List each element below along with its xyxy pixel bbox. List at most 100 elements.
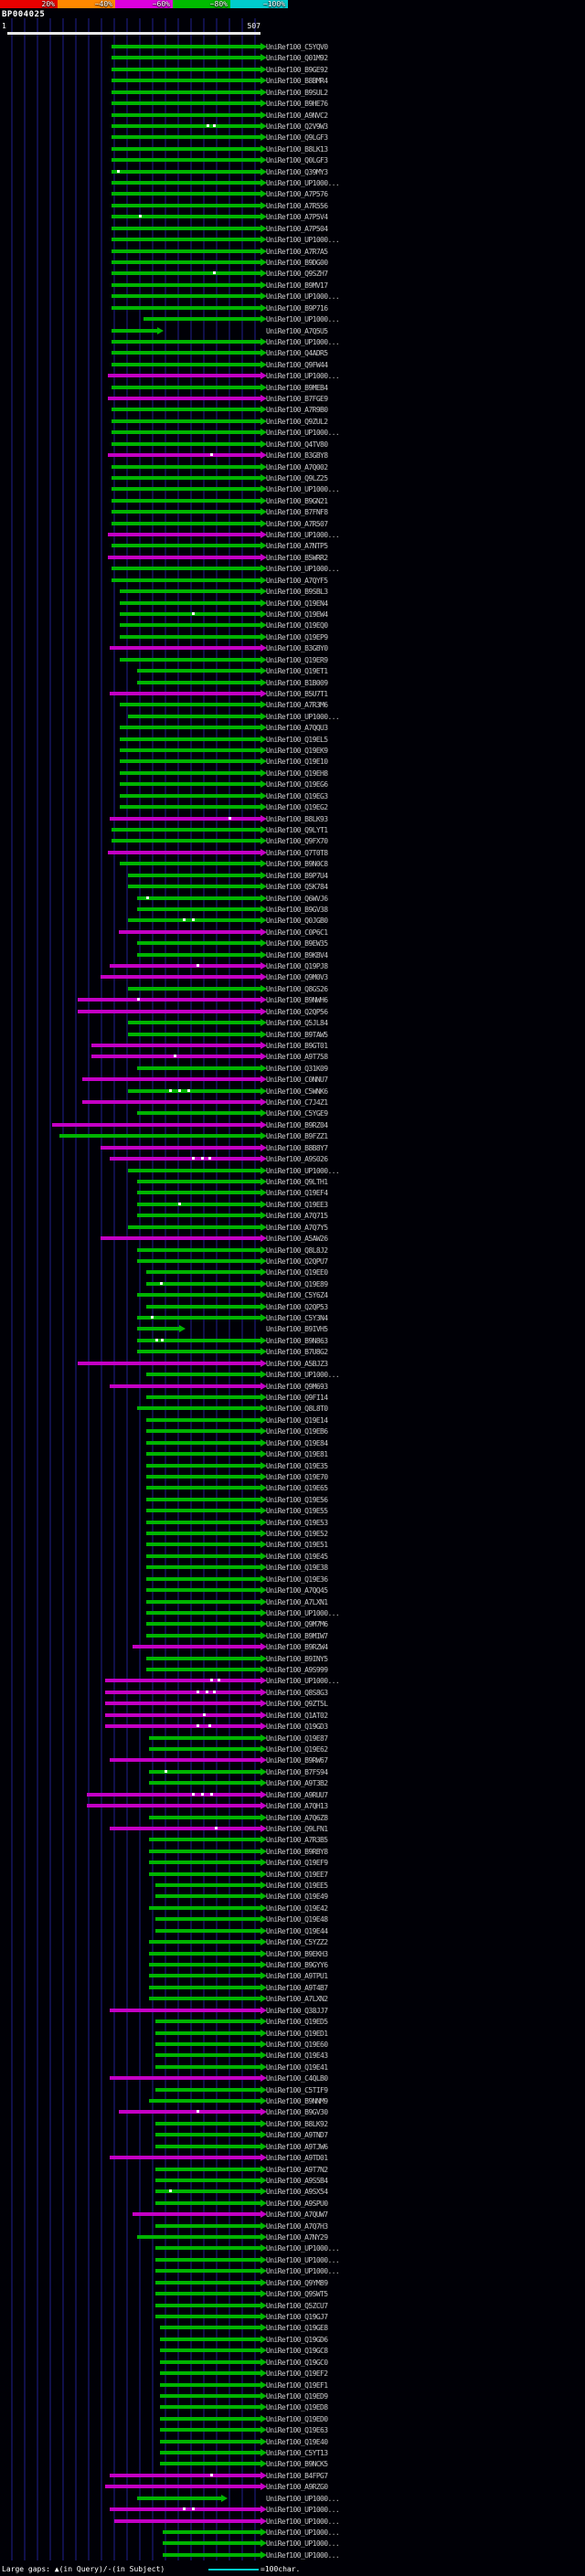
alignment-bar[interactable] — [128, 1088, 261, 1093]
alignment-bar[interactable] — [110, 691, 261, 695]
hit-label[interactable]: UniRef100_Q9LGF3 — [266, 133, 328, 143]
alignment-bar[interactable] — [112, 215, 261, 219]
hit-label[interactable]: UniRef100_UP1000... — [266, 337, 340, 346]
hit-label[interactable]: UniRef100_Q19E84 — [266, 1438, 328, 1447]
alignment-bar[interactable] — [155, 1917, 261, 1922]
alignment-bar[interactable] — [108, 374, 261, 378]
hit-label[interactable]: UniRef100_Q19E45 — [266, 1552, 328, 1561]
hit-label[interactable]: UniRef100_A7Q7Y5 — [266, 1223, 328, 1232]
hit-label[interactable]: UniRef100_C5Y6Z4 — [266, 1291, 328, 1300]
alignment-bar[interactable] — [112, 249, 261, 253]
hit-label[interactable]: UniRef100_B7FNF8 — [266, 508, 328, 517]
hit-label[interactable]: UniRef100_A7R556 — [266, 201, 328, 210]
alignment-bar[interactable] — [155, 2144, 261, 2148]
hit-label[interactable]: UniRef100_Q4TV80 — [266, 440, 328, 449]
alignment-bar[interactable] — [149, 2099, 261, 2104]
alignment-bar[interactable] — [112, 305, 261, 310]
alignment-bar[interactable] — [110, 1826, 261, 1830]
alignment-bar[interactable] — [146, 1520, 261, 1524]
hit-label[interactable]: UniRef100_A9T758 — [266, 1053, 328, 1062]
alignment-bar[interactable] — [137, 1111, 261, 1116]
alignment-bar[interactable] — [149, 1962, 261, 1966]
alignment-bar[interactable] — [112, 362, 261, 366]
hit-label[interactable]: UniRef100_A9S026 — [266, 1155, 328, 1164]
hit-label[interactable]: UniRef100_C5YT13 — [266, 2449, 328, 2458]
hit-label[interactable]: UniRef100_Q19E52 — [266, 1530, 328, 1539]
alignment-bar[interactable] — [149, 1838, 261, 1842]
hit-label[interactable]: UniRef100_A5BJZ3 — [266, 1359, 328, 1368]
alignment-bar[interactable] — [155, 2064, 261, 2069]
alignment-bar[interactable] — [128, 1224, 261, 1229]
alignment-bar[interactable] — [155, 2269, 261, 2274]
hit-label[interactable]: UniRef100_Q5JL84 — [266, 1019, 328, 1028]
hit-label[interactable]: UniRef100_Q19EG6 — [266, 780, 328, 790]
alignment-bar[interactable] — [149, 1974, 261, 1978]
alignment-bar[interactable] — [160, 2371, 261, 2376]
alignment-bar[interactable] — [149, 1815, 261, 1819]
hit-label[interactable]: UniRef100_C5Y3N4 — [266, 1314, 328, 1323]
hit-label[interactable]: UniRef100_B5WRR2 — [266, 553, 328, 562]
alignment-bar[interactable] — [87, 1804, 261, 1808]
hit-label[interactable]: UniRef100_C5YQV0 — [266, 43, 328, 51]
hit-label[interactable]: UniRef100_B9GV30 — [266, 2108, 328, 2117]
alignment-bar[interactable] — [87, 1792, 261, 1797]
alignment-bar[interactable] — [112, 339, 261, 344]
hit-label[interactable]: UniRef100_Q19E56 — [266, 1495, 328, 1504]
hit-label[interactable]: UniRef100_Q2QPU7 — [266, 1256, 328, 1266]
hit-label[interactable]: UniRef100_A5AW26 — [266, 1235, 328, 1244]
alignment-bar[interactable] — [137, 1327, 179, 1331]
hit-label[interactable]: UniRef100_Q19E70 — [266, 1472, 328, 1481]
hit-label[interactable]: UniRef100_A7R3B5 — [266, 1836, 328, 1845]
hit-label[interactable]: UniRef100_Q19E81 — [266, 1450, 328, 1459]
alignment-bar[interactable] — [110, 1758, 261, 1763]
alignment-bar[interactable] — [155, 2019, 261, 2024]
alignment-bar[interactable] — [146, 1622, 261, 1627]
alignment-bar[interactable] — [146, 1542, 261, 1547]
alignment-bar[interactable] — [146, 1463, 261, 1468]
hit-label[interactable]: UniRef100_Q19EF4 — [266, 1189, 328, 1198]
alignment-bar[interactable] — [112, 260, 261, 264]
hit-label[interactable]: UniRef100_Q19E65 — [266, 1484, 328, 1493]
alignment-bar[interactable] — [108, 850, 261, 854]
alignment-bar[interactable] — [146, 1270, 261, 1275]
hit-label[interactable]: UniRef100_Q19GC0 — [266, 2358, 328, 2367]
hit-label[interactable]: UniRef100_A7LXN2 — [266, 1995, 328, 2004]
alignment-bar[interactable] — [112, 567, 261, 571]
hit-label[interactable]: UniRef100_B9MEB4 — [266, 383, 328, 392]
hit-label[interactable]: UniRef100_UP1000... — [266, 2539, 340, 2549]
hit-label[interactable]: UniRef100_A9S5B4 — [266, 2176, 328, 2185]
hit-label[interactable]: UniRef100_Q19GJ7 — [266, 2313, 328, 2321]
hit-label[interactable]: UniRef100_UP1000... — [266, 236, 340, 245]
hit-label[interactable]: UniRef100_C0P6C1 — [266, 928, 328, 937]
alignment-bar[interactable] — [146, 1633, 261, 1638]
hit-label[interactable]: UniRef100_B9RZW4 — [266, 1643, 328, 1652]
hit-label[interactable]: UniRef100_A7QQ45 — [266, 1586, 328, 1595]
alignment-bar[interactable] — [105, 1701, 261, 1706]
hit-label[interactable]: UniRef100_Q19EE7 — [266, 1870, 328, 1879]
hit-label[interactable]: UniRef100_B9GYY6 — [266, 1960, 328, 1969]
alignment-bar[interactable] — [128, 885, 261, 889]
hit-label[interactable]: UniRef100_A7LXN1 — [266, 1597, 328, 1606]
alignment-bar[interactable] — [160, 2416, 261, 2421]
alignment-bar[interactable] — [120, 793, 261, 798]
alignment-bar[interactable] — [155, 2178, 261, 2182]
hit-label[interactable]: UniRef100_B9N863 — [266, 1336, 328, 1345]
alignment-bar[interactable] — [120, 612, 261, 616]
hit-label[interactable]: UniRef100_Q19GC8 — [266, 2347, 328, 2356]
alignment-bar[interactable] — [163, 2529, 261, 2534]
hit-label[interactable]: UniRef100_UP1000... — [266, 2255, 340, 2264]
alignment-bar[interactable] — [144, 317, 261, 322]
hit-label[interactable]: UniRef100_Q19E44 — [266, 1926, 328, 1935]
hit-label[interactable]: UniRef100_Q9M693 — [266, 1382, 328, 1391]
hit-label[interactable]: UniRef100_Q19E10 — [266, 758, 328, 767]
alignment-bar[interactable] — [112, 578, 261, 582]
hit-label[interactable]: UniRef100_Q19ED8 — [266, 2403, 328, 2412]
alignment-bar[interactable] — [105, 1690, 261, 1694]
alignment-bar[interactable] — [137, 1191, 261, 1195]
hit-label[interactable]: UniRef100_A9TJW6 — [266, 2142, 328, 2151]
hit-label[interactable]: UniRef100_UP1000... — [266, 2506, 340, 2515]
hit-label[interactable]: UniRef100_Q9M0V3 — [266, 973, 328, 982]
alignment-bar[interactable] — [137, 1065, 261, 1070]
alignment-bar[interactable] — [137, 2496, 221, 2500]
hit-label[interactable]: UniRef100_Q19EF9 — [266, 1859, 328, 1868]
